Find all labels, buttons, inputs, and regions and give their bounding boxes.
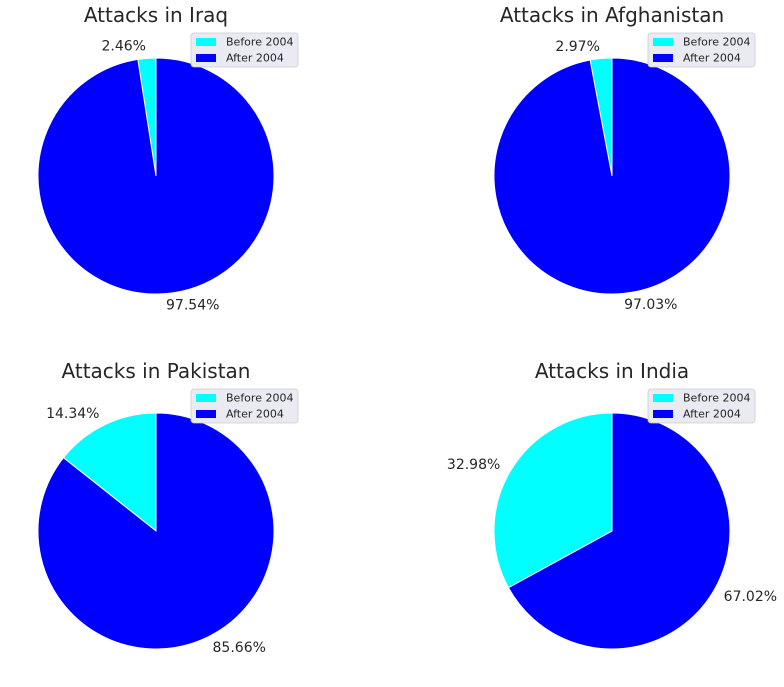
pie-slice-after-2004 — [37, 57, 275, 295]
pie-slice-after-2004 — [37, 412, 275, 650]
chart-title: Attacks in India — [535, 359, 689, 383]
legend-swatch — [196, 54, 216, 62]
legend-frame — [190, 388, 299, 424]
legend-frame — [647, 388, 756, 424]
slice-percentage-label: 2.97% — [555, 39, 599, 55]
pie-chart-2: Attacks in Afghanistan 2.97% 97.03% Before … — [493, 3, 756, 313]
chart-title: Attacks in Pakistan — [62, 359, 251, 383]
slice-percentage-label: 2.46% — [101, 39, 145, 55]
slice-percentage-label: 67.02% — [724, 589, 777, 605]
legend-label: Before 2004 — [683, 392, 750, 405]
slice-percentage-label: 32.98% — [447, 457, 500, 473]
slice-percentage-label: 85.66% — [213, 640, 266, 656]
pie-slice-before-2004 — [493, 412, 613, 589]
legend-label: Before 2004 — [226, 392, 293, 405]
legend-swatch — [196, 410, 216, 418]
pie-chart-3: Attacks in Pakistan 14.34% 85.66% Before 20… — [37, 359, 299, 656]
legend-swatch — [196, 38, 216, 46]
legend-frame — [190, 32, 299, 68]
legend-label: After 2004 — [683, 408, 741, 421]
pie-chart-1: Attacks in Iraq 2.46% 97.54% Before 2004 Aft… — [37, 3, 299, 313]
legend-label: Before 2004 — [226, 36, 293, 49]
slice-percentage-label: 14.34% — [46, 406, 99, 422]
legend-label: After 2004 — [683, 52, 741, 65]
pie-slice-before-2004 — [62, 412, 157, 533]
pie-slice-after-2004 — [507, 412, 731, 650]
slice-percentage-label: 97.03% — [624, 297, 677, 313]
chart-title: Attacks in Iraq — [84, 3, 228, 27]
legend-label: After 2004 — [226, 52, 284, 65]
legend: Before 2004 After 2004 — [647, 388, 756, 424]
legend-frame — [647, 32, 756, 68]
legend-swatch — [653, 394, 673, 402]
legend: Before 2004 After 2004 — [647, 32, 756, 68]
legend: Before 2004 After 2004 — [190, 388, 299, 424]
chart-title: Attacks in Afghanistan — [500, 3, 724, 27]
legend-label: Before 2004 — [683, 36, 750, 49]
legend: Before 2004 After 2004 — [190, 32, 299, 68]
pie-chart-4: Attacks in India 32.98% 67.02% Before 2004 A… — [447, 359, 777, 650]
legend-swatch — [196, 394, 216, 402]
legend-swatch — [653, 38, 673, 46]
slice-percentage-label: 97.54% — [166, 297, 219, 313]
legend-swatch — [653, 54, 673, 62]
pie-slice-after-2004 — [493, 57, 731, 295]
legend-label: After 2004 — [226, 408, 284, 421]
legend-swatch — [653, 410, 673, 418]
